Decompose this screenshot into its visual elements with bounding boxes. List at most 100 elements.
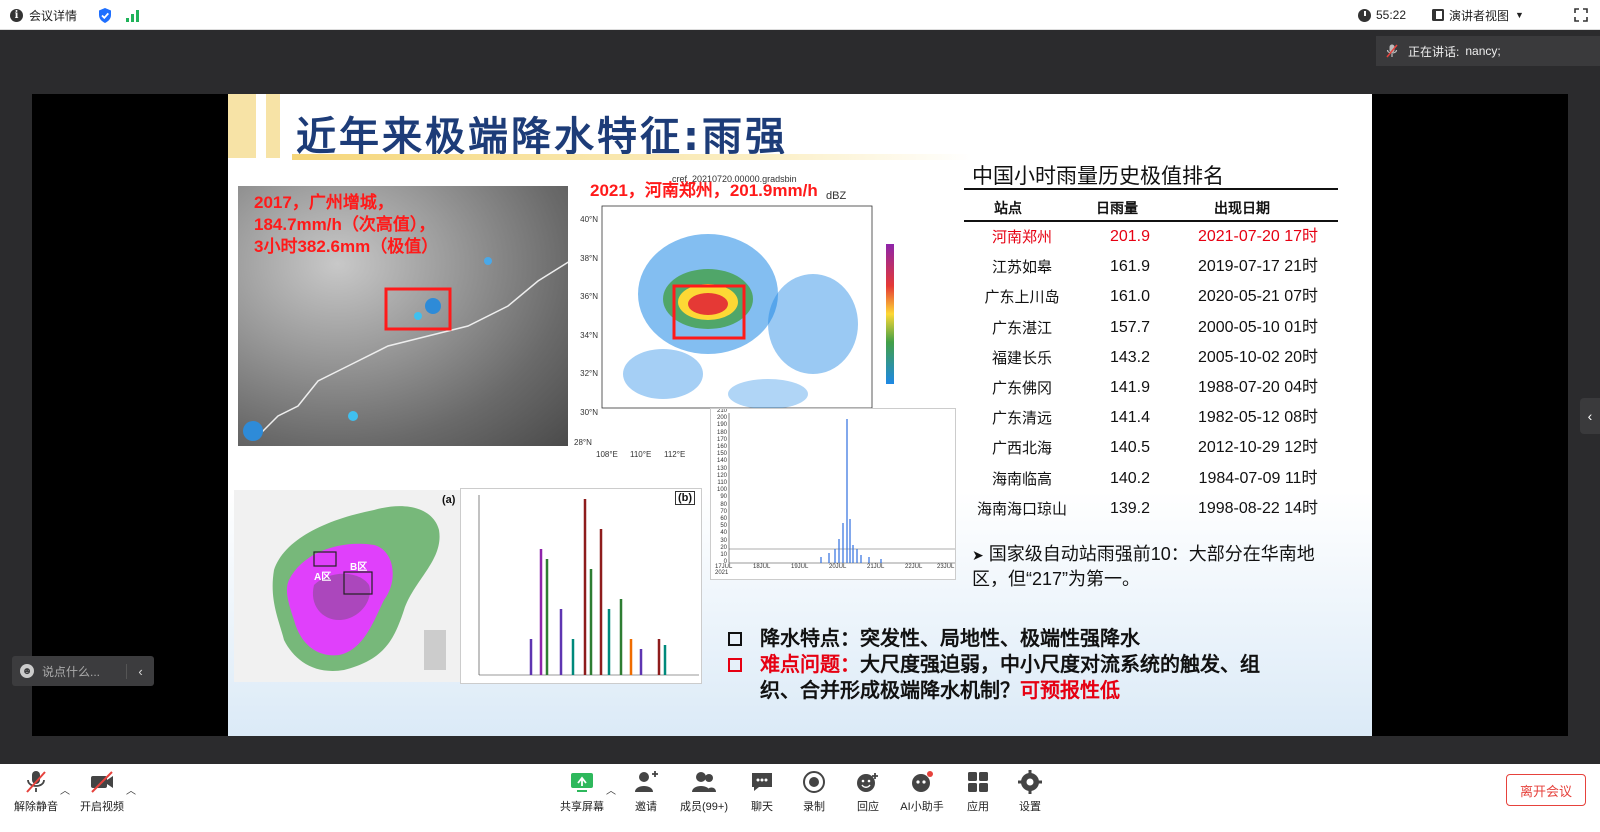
square-bullet-icon (728, 632, 742, 646)
title-decoration (266, 94, 280, 158)
panel-label-b: (b) (675, 491, 696, 505)
table-header-station: 站点 (994, 201, 1022, 217)
add-user-icon (635, 771, 658, 792)
table-cell-station: 广东湛江 (991, 318, 1052, 337)
caption-line: 2017，广州增城， (254, 193, 394, 212)
settings-label: 设置 (1019, 801, 1041, 813)
panel-label-a: (a) (442, 494, 456, 506)
table-row: 广东佛冈 141.9 1988-07-20 04时 (964, 373, 1336, 403)
zone-label-b: B区 (350, 562, 368, 573)
chat-label: 聊天 (751, 801, 773, 813)
ai-assistant-button[interactable]: AI小助手 (892, 770, 952, 814)
chevron-up-icon[interactable]: ︿ (126, 786, 136, 797)
x-tick-label: 21JUL (867, 564, 885, 570)
table-cell-station: 江苏如皋 (991, 258, 1052, 277)
y-tick-label: 170 (716, 436, 727, 443)
table-row: 海南临高 140.2 1984-07-09 11时 (964, 464, 1336, 494)
y-tick-label: 0 (723, 559, 727, 566)
table-cell-date: 2021-07-20 17时 (1197, 228, 1319, 245)
caption-guangzhou: 2017，广州增城， 184.7mm/h（次高值）， 3小时382.6mm（极值… (254, 192, 438, 258)
members-icon (692, 772, 716, 792)
unmute-button[interactable]: 解除静音 (6, 770, 66, 814)
y-tick-label: 160 (716, 444, 727, 451)
info-icon: i (10, 8, 23, 22)
x-tick-label: 17JUL 2021 (715, 564, 733, 576)
view-layout-icon (1432, 9, 1444, 21)
y-tick-label: 180 (716, 429, 727, 436)
table-cell-value: 161.9 (1109, 258, 1151, 276)
lon-label: 110°E (630, 450, 652, 459)
record-button[interactable]: 录制 (784, 770, 844, 814)
lon-label: 108°E (596, 450, 618, 459)
point-characteristics: 降水特点：突发性、局地性、极端性强降水 (728, 626, 1140, 652)
chat-button[interactable]: 聊天 (732, 770, 792, 814)
zone-label-a: A区 (314, 572, 332, 583)
members-button[interactable]: 成员(99+) (674, 770, 734, 814)
members-label: 成员(99+) (680, 801, 728, 813)
video-off-icon (91, 771, 113, 793)
table-cell-date: 1982-05-12 08时 (1197, 409, 1319, 427)
security-shield-icon[interactable] (98, 0, 112, 30)
table-cell-station: 广东清远 (991, 409, 1052, 428)
view-mode-label: 演讲者视图 (1449, 8, 1510, 23)
table-cell-date: 2020-05-21 07时 (1197, 288, 1319, 306)
invite-label: 邀请 (635, 801, 657, 813)
table-cell-date: 2000-05-10 01时 (1197, 318, 1319, 336)
lat-label: 34°N (580, 330, 598, 340)
table-cell-value: 201.9 (1109, 228, 1151, 245)
apps-grid-icon (968, 772, 988, 792)
y-tick-label: 190 (716, 422, 727, 429)
table-cell-date: 1984-07-09 11时 (1198, 469, 1318, 487)
fullscreen-icon[interactable] (1574, 0, 1588, 30)
start-video-button[interactable]: 开启视频 (72, 770, 132, 814)
table-header-rainfall: 日雨量 (1096, 201, 1138, 217)
note-text: ➤ 国家级自动站雨强前10：大部分在华南地区，但“217”为第一。 (972, 542, 1342, 591)
record-icon (803, 771, 825, 793)
table-cell-value: 157.7 (1109, 318, 1151, 336)
reply-button[interactable]: 回应 (838, 770, 898, 814)
leave-meeting-button[interactable]: 离开会议 (1506, 774, 1586, 806)
ai-assistant-icon (912, 771, 933, 792)
y-tick-label: 140 (716, 458, 727, 465)
emoji-icon[interactable]: ☻ (20, 664, 34, 678)
lat-label: 40°N (580, 215, 598, 224)
table-cell-station: 河南郑州 (991, 228, 1052, 246)
comment-input[interactable]: ☻ 说点什么... ‹ (12, 656, 154, 686)
table-cell-date: 2012-10-29 12时 (1197, 439, 1319, 457)
y-tick-label: 200 (716, 415, 727, 422)
caption-line: 184.7mm/h（次高值）， (254, 215, 436, 234)
meeting-details-button[interactable]: i 会议详情 (10, 0, 77, 30)
chevron-up-icon[interactable]: ︿ (606, 786, 616, 797)
collapse-icon[interactable]: ‹ (126, 663, 154, 679)
shared-slide: 近年来极端降水特征:雨强 2017，广州增城， 184.7mm/h（次高值）， … (228, 94, 1372, 736)
network-signal-icon[interactable] (126, 0, 140, 30)
lat-label: 38°N (580, 253, 598, 263)
x-tick-label: 19JUL (791, 564, 809, 570)
table-row: 广东上川岛 161.0 2020-05-21 07时 (964, 282, 1336, 312)
table-row: 广西北海 140.5 2012-10-29 12时 (964, 433, 1336, 463)
side-panel-toggle[interactable]: ‹ (1580, 398, 1600, 434)
muted-mic-icon (26, 771, 46, 793)
lon-label: 112°E (664, 450, 686, 459)
invite-button[interactable]: 邀请 (616, 770, 676, 814)
radar-unit: dBZ (826, 190, 847, 202)
caption-line: 3小时382.6mm（极值） (254, 237, 439, 256)
x-tick-label: 20JUL (829, 564, 847, 570)
table-cell-date: 1988-07-20 04时 (1197, 379, 1319, 396)
settings-button[interactable]: 设置 (1000, 770, 1060, 814)
gear-icon (1018, 770, 1042, 794)
table-cell-value: 143.2 (1109, 348, 1151, 366)
top-bar: i 会议详情 55:22 演讲者视图 ▼ (0, 0, 1600, 30)
chevron-up-icon[interactable]: ︿ (60, 786, 70, 797)
apps-label: 应用 (967, 801, 989, 813)
reaction-icon (857, 773, 878, 792)
table-title: 中国小时雨量历史极值排名 (972, 165, 1224, 188)
table-cell-station: 福建长乐 (991, 348, 1052, 367)
view-mode-dropdown[interactable]: 演讲者视图 ▼ (1432, 0, 1524, 30)
start-video-label: 开启视频 (80, 801, 124, 813)
table-cell-station: 海南临高 (991, 469, 1052, 488)
lat-label: 32°N (580, 369, 598, 379)
apps-button[interactable]: 应用 (948, 770, 1008, 814)
share-screen-button[interactable]: 共享屏幕 (552, 770, 612, 814)
table-cell-date: 1998-08-22 14时 (1197, 499, 1319, 517)
